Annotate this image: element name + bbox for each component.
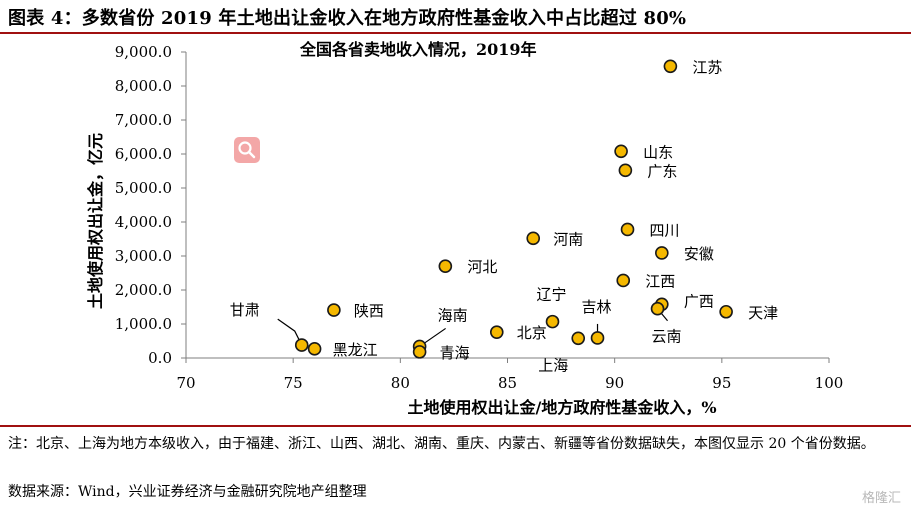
data-point [489, 325, 504, 339]
y-tick-label: 2,000.0 [115, 281, 172, 299]
figure-title: 图表 4：多数省份 2019 年土地出让金收入在地方政府性基金收入中占比超过 8… [8, 8, 687, 29]
point-label: 黑龙江 [333, 341, 378, 359]
watermark-text: 格隆汇 [861, 491, 901, 506]
data-point [663, 59, 678, 74]
data-point [655, 246, 669, 260]
point-label: 江苏 [692, 58, 722, 76]
top-rule [0, 32, 911, 34]
point-label: 河南 [553, 230, 583, 248]
data-point [618, 163, 633, 178]
data-point [614, 144, 628, 159]
x-tick-label: 85 [498, 374, 517, 392]
scatter-chart: 全国各省卖地收入情况，2019年 70 75 80 85 90 95 100 0.0 1,000… [86, 40, 844, 417]
point-label: 四川 [650, 221, 680, 239]
data-point [327, 303, 341, 317]
x-axis-label: 土地使用权出让金/地方政府性基金收入，% [407, 398, 716, 417]
chart-title: 全国各省卖地收入情况，2019年 [299, 40, 537, 59]
x-tick-label: 100 [815, 374, 844, 392]
logo-icon: 格隆汇 [862, 487, 901, 506]
point-label: 吉林 [582, 298, 612, 316]
y-tick-label: 4,000.0 [115, 213, 172, 231]
x-tick-label: 80 [391, 374, 410, 392]
x-tick-label: 75 [284, 374, 303, 392]
data-point [650, 301, 665, 316]
x-tick-label: 95 [712, 374, 731, 392]
data-point [307, 342, 322, 356]
search-icon [234, 137, 260, 163]
bottom-rule [0, 425, 911, 427]
data-point [620, 222, 635, 237]
data-point [412, 345, 427, 359]
chart-axes: 70 75 80 85 90 95 100 0.0 1,000.0 2,000.0 3,000.0 4… [115, 43, 844, 392]
point-label: 广西 [684, 292, 714, 310]
point-label: 安徽 [684, 245, 714, 263]
y-tick-label: 9,000.0 [115, 43, 172, 61]
y-tick-label: 8,000.0 [115, 77, 172, 95]
source-line: 数据来源：Wind，兴业证券经济与金融研究院地产组整理 [8, 484, 367, 500]
y-tick-label: 7,000.0 [115, 111, 172, 129]
y-tick-label: 5,000.0 [115, 179, 172, 197]
data-point [526, 231, 541, 246]
point-label: 辽宁 [537, 286, 567, 304]
point-label: 广东 [647, 162, 677, 180]
data-point [590, 331, 605, 345]
point-label: 甘肃 [230, 301, 260, 319]
data-point [719, 304, 733, 319]
footnote: 注：北京、上海为地方本级收入，由于福建、浙江、山西、湖北、湖南、重庆、内蒙古、新… [8, 436, 875, 452]
point-label: 云南 [652, 328, 682, 346]
x-tick-label: 70 [176, 374, 195, 392]
point-label: 上海 [538, 356, 568, 374]
data-point [545, 314, 560, 329]
data-point [294, 338, 309, 352]
y-tick-label: 3,000.0 [115, 247, 172, 265]
y-axis-label: 土地使用权出让金，亿元 [86, 133, 105, 309]
data-point [438, 259, 453, 274]
point-label: 河北 [467, 258, 497, 276]
point-label: 海南 [438, 306, 468, 324]
point-label: 北京 [517, 324, 547, 342]
x-tick-label: 90 [605, 374, 624, 392]
point-label: 青海 [440, 344, 470, 362]
data-point [616, 273, 631, 288]
point-label: 山东 [643, 143, 673, 161]
point-label: 江西 [645, 272, 675, 290]
point-label: 陕西 [354, 302, 384, 320]
data-point [571, 331, 586, 346]
y-tick-label: 1,000.0 [115, 315, 172, 333]
point-label: 天津 [748, 304, 778, 322]
y-tick-label: 6,000.0 [115, 145, 172, 163]
y-tick-label: 0.0 [148, 349, 172, 367]
